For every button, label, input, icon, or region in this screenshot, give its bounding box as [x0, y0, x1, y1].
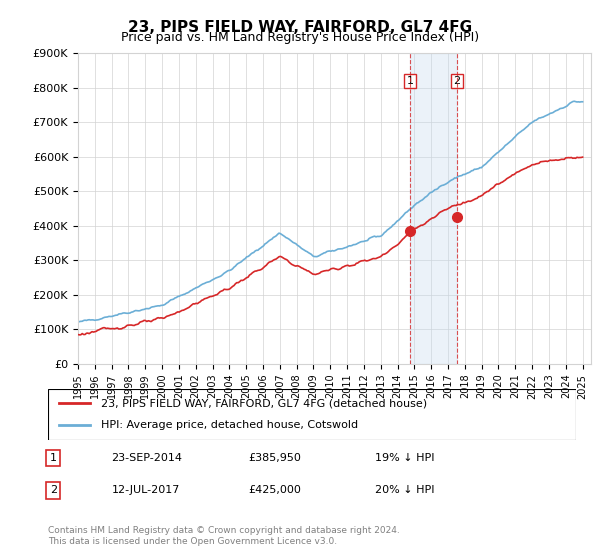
- Text: £425,000: £425,000: [248, 486, 302, 495]
- Text: Price paid vs. HM Land Registry's House Price Index (HPI): Price paid vs. HM Land Registry's House …: [121, 31, 479, 44]
- Bar: [410, 53, 457, 364]
- Text: 1: 1: [406, 76, 413, 86]
- Text: 12-JUL-2017: 12-JUL-2017: [112, 486, 180, 495]
- Text: Contains HM Land Registry data © Crown copyright and database right 2024.
This d: Contains HM Land Registry data © Crown c…: [48, 526, 400, 546]
- Text: 23, PIPS FIELD WAY, FAIRFORD, GL7 4FG (detached house): 23, PIPS FIELD WAY, FAIRFORD, GL7 4FG (d…: [101, 398, 427, 408]
- Text: 23, PIPS FIELD WAY, FAIRFORD, GL7 4FG: 23, PIPS FIELD WAY, FAIRFORD, GL7 4FG: [128, 20, 472, 35]
- Text: 19% ↓ HPI: 19% ↓ HPI: [376, 453, 435, 463]
- Text: HPI: Average price, detached house, Cotswold: HPI: Average price, detached house, Cots…: [101, 421, 358, 431]
- Text: 23-SEP-2014: 23-SEP-2014: [112, 453, 182, 463]
- Text: £385,950: £385,950: [248, 453, 302, 463]
- Text: 2: 2: [454, 76, 461, 86]
- Text: 2: 2: [50, 486, 57, 495]
- Text: 20% ↓ HPI: 20% ↓ HPI: [376, 486, 435, 495]
- Text: 1: 1: [50, 453, 57, 463]
